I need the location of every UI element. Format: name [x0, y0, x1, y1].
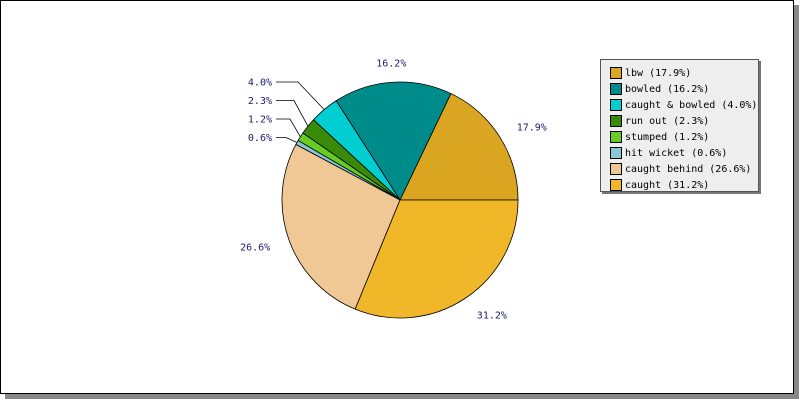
leader-line-run-out: [276, 100, 309, 127]
pie-slice-caught: [354, 199, 519, 319]
legend-item-bowled: bowled (16.2%): [610, 81, 758, 97]
legend-item-run-out: run out (2.3%): [610, 113, 758, 129]
pie-slice-lbw: [399, 93, 519, 201]
legend-swatch-bowled: [610, 83, 622, 95]
legend: lbw (17.9%) bowled (16.2%) caught & bowl…: [600, 59, 759, 192]
legend-swatch-lbw: [610, 67, 622, 79]
legend-text-bowled: bowled (16.2%): [625, 83, 710, 95]
legend-item-stumped: stumped (1.2%): [610, 129, 758, 145]
legend-swatch-caught-and-bowled: [610, 99, 622, 111]
leader-line-stumped: [276, 118, 301, 138]
legend-text-hit-wicket: hit wicket (0.6%): [625, 147, 728, 159]
pie-slice-caught-behind: [281, 143, 401, 310]
slice-label-bowled: 16.2%: [376, 58, 406, 69]
leader-line-hit-wicket: [276, 137, 298, 143]
slice-label-caught-behind: 26.6%: [240, 243, 270, 254]
slice-label-stumped: 1.2%: [248, 115, 272, 126]
pie-slice-bowled: [335, 81, 452, 201]
legend-swatch-run-out: [610, 115, 622, 127]
legend-text-lbw: lbw (17.9%): [625, 67, 692, 79]
legend-item-caught-behind: caught behind (26.6%): [610, 161, 758, 177]
legend-text-run-out: run out (2.3%): [625, 115, 710, 127]
legend-item-caught-and-bowled: caught & bowled (4.0%): [610, 97, 758, 113]
slice-label-run-out: 2.3%: [248, 96, 272, 107]
legend-item-caught: caught (31.2%): [610, 177, 758, 193]
legend-text-stumped: stumped (1.2%): [625, 131, 710, 143]
legend-item-hit-wicket: hit wicket (0.6%): [610, 145, 758, 161]
slice-label-lbw: 17.9%: [517, 122, 547, 133]
legend-text-caught-behind: caught behind (26.6%): [625, 163, 752, 175]
leader-lines: [276, 81, 325, 143]
legend-text-caught: caught (31.2%): [625, 179, 710, 191]
slice-label-caught: 31.2%: [477, 311, 507, 322]
legend-swatch-caught: [610, 179, 622, 191]
pie-slices: [281, 81, 519, 319]
leader-line-caught-and-bowled: [276, 81, 325, 110]
slice-label-caught-and-bowled: 4.0%: [248, 78, 272, 89]
slice-label-hit-wicket: 0.6%: [248, 133, 272, 144]
legend-swatch-stumped: [610, 131, 622, 143]
legend-swatch-caught-behind: [610, 163, 622, 175]
slice-labels: 17.9% 16.2% 4.0% 2.3% 1.2% 0.6% 26.6% 31.2%: [240, 58, 547, 321]
legend-text-caught-and-bowled: caught & bowled (4.0%): [625, 99, 758, 111]
legend-swatch-hit-wicket: [610, 147, 622, 159]
legend-item-lbw: lbw (17.9%): [610, 65, 758, 81]
